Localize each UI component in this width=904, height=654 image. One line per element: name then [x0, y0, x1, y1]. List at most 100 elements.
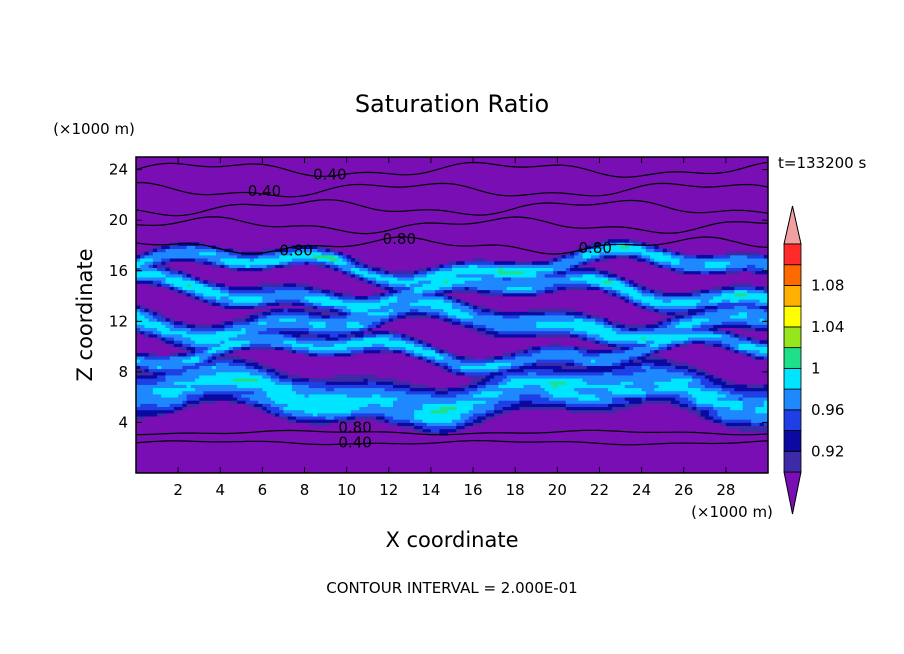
field-cell	[612, 378, 617, 382]
field-cell	[439, 397, 444, 401]
field-cell	[561, 403, 567, 408]
field-cell	[527, 359, 533, 363]
field-cell	[700, 318, 706, 322]
field-cell	[262, 371, 268, 376]
field-cell	[211, 356, 217, 360]
field-cell	[506, 311, 512, 316]
field-cell	[321, 387, 326, 392]
field-cell	[279, 292, 284, 297]
field-cell	[371, 390, 377, 395]
field-cell	[266, 387, 272, 392]
field-cell	[414, 387, 419, 392]
field-cell	[683, 296, 689, 300]
field-cell	[565, 362, 571, 366]
field-cell	[641, 400, 647, 404]
field-cell	[312, 381, 318, 385]
field-cell	[321, 302, 326, 306]
field-cell	[409, 340, 415, 344]
field-cell	[371, 311, 377, 316]
field-cell	[414, 390, 419, 395]
field-cell	[241, 384, 246, 389]
field-cell	[607, 409, 613, 414]
field-cell	[713, 330, 718, 335]
field-cell	[548, 371, 554, 376]
field-cell	[161, 283, 166, 287]
field-cell	[671, 359, 676, 363]
field-cell	[666, 381, 672, 385]
field-cell	[658, 340, 664, 344]
field-cell	[194, 390, 200, 395]
field-cell	[329, 330, 335, 335]
field-cell	[704, 292, 710, 297]
field-cell	[494, 387, 499, 392]
field-cell	[430, 419, 436, 423]
field-cell	[228, 292, 234, 297]
field-cell	[599, 394, 605, 398]
field-cell	[473, 387, 478, 392]
field-cell	[464, 416, 470, 420]
field-cell	[460, 286, 466, 291]
field-cell	[296, 308, 301, 313]
field-cell	[645, 337, 651, 341]
field-cell	[253, 400, 259, 404]
field-cell	[194, 378, 200, 382]
field-cell	[464, 311, 470, 316]
field-cell	[380, 308, 385, 313]
field-cell	[157, 324, 162, 329]
field-cell	[308, 296, 314, 300]
field-cell	[603, 286, 609, 291]
field-cell	[173, 397, 179, 401]
field-cell	[730, 321, 735, 325]
field-cell	[481, 403, 487, 408]
field-cell	[376, 333, 381, 338]
field-cell	[165, 378, 171, 382]
field-cell	[435, 387, 440, 392]
field-cell	[194, 381, 200, 385]
field-cell	[683, 387, 689, 392]
field-cell	[241, 324, 246, 329]
field-cell	[603, 352, 609, 357]
field-cell	[262, 343, 268, 347]
field-cell	[599, 283, 605, 287]
field-cell	[557, 311, 562, 316]
field-cell	[730, 296, 735, 300]
field-cell	[565, 315, 571, 319]
field-cell	[654, 337, 659, 341]
field-cell	[591, 406, 596, 411]
field-cell	[713, 321, 718, 325]
field-cell	[582, 400, 588, 404]
field-cell	[523, 286, 529, 291]
field-cell	[582, 406, 588, 411]
field-cell	[679, 296, 685, 300]
field-cell	[346, 318, 352, 322]
field-cell	[182, 400, 187, 404]
field-cell	[675, 365, 680, 370]
field-cell	[662, 305, 668, 310]
field-cell	[612, 409, 617, 414]
field-cell	[641, 371, 647, 376]
field-cell	[414, 397, 419, 401]
field-cell	[249, 346, 255, 351]
field-cell	[190, 296, 196, 300]
field-cell	[746, 394, 752, 398]
field-cell	[738, 333, 744, 338]
field-cell	[725, 315, 731, 319]
field-cell	[456, 406, 461, 411]
field-cell	[342, 315, 348, 319]
field-cell	[704, 337, 710, 341]
field-cell	[199, 296, 204, 300]
field-cell	[304, 384, 310, 389]
field-cell	[338, 318, 343, 322]
field-cell	[152, 277, 158, 281]
field-cell	[291, 349, 297, 354]
field-cell	[338, 321, 343, 325]
field-cell	[763, 394, 768, 398]
field-cell	[721, 400, 727, 404]
field-cell	[144, 397, 150, 401]
field-cell	[355, 324, 360, 329]
field-cell	[612, 352, 617, 357]
field-cell	[447, 406, 453, 411]
field-cell	[671, 387, 676, 392]
field-cell	[245, 343, 251, 347]
field-cell	[582, 286, 588, 291]
